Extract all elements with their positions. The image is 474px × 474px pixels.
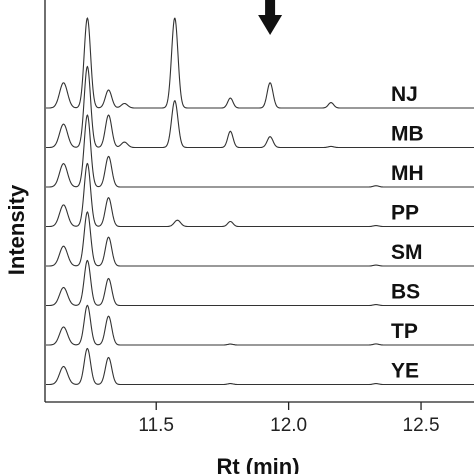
trace-labels: NJ MB MH PP SM BS TP YE — [391, 83, 424, 383]
trace-label-mb: MB — [391, 123, 424, 146]
trace-mh — [46, 114, 474, 188]
y-axis-title: Intensity — [4, 184, 29, 275]
trace-label-ye: YE — [391, 360, 419, 383]
trace-bs — [46, 259, 474, 307]
arrow-shaft — [265, 0, 276, 16]
trace-label-tp: TP — [391, 320, 418, 343]
trace-label-pp: PP — [391, 202, 419, 225]
arrow-annotation — [258, 0, 283, 35]
trace-label-sm: SM — [391, 241, 423, 264]
trace-mb — [46, 65, 474, 149]
trace-pp — [46, 162, 474, 228]
trace-tp — [46, 304, 474, 346]
trace-nj — [46, 17, 474, 109]
trace-ye — [46, 347, 474, 386]
x-tick-label: 11.5 — [138, 415, 174, 436]
x-tick-label: 12.0 — [270, 415, 307, 436]
x-axis-title: Rt (min) — [216, 454, 299, 474]
arrow-head — [258, 15, 283, 35]
trace-label-mh: MH — [391, 162, 424, 185]
x-tick-label: 12.5 — [403, 415, 440, 436]
trace-sm — [46, 211, 474, 267]
x-ticks: 11.5 12.0 12.5 — [138, 402, 440, 436]
trace-label-bs: BS — [391, 281, 420, 304]
traces — [46, 17, 474, 386]
trace-label-nj: NJ — [391, 83, 418, 106]
